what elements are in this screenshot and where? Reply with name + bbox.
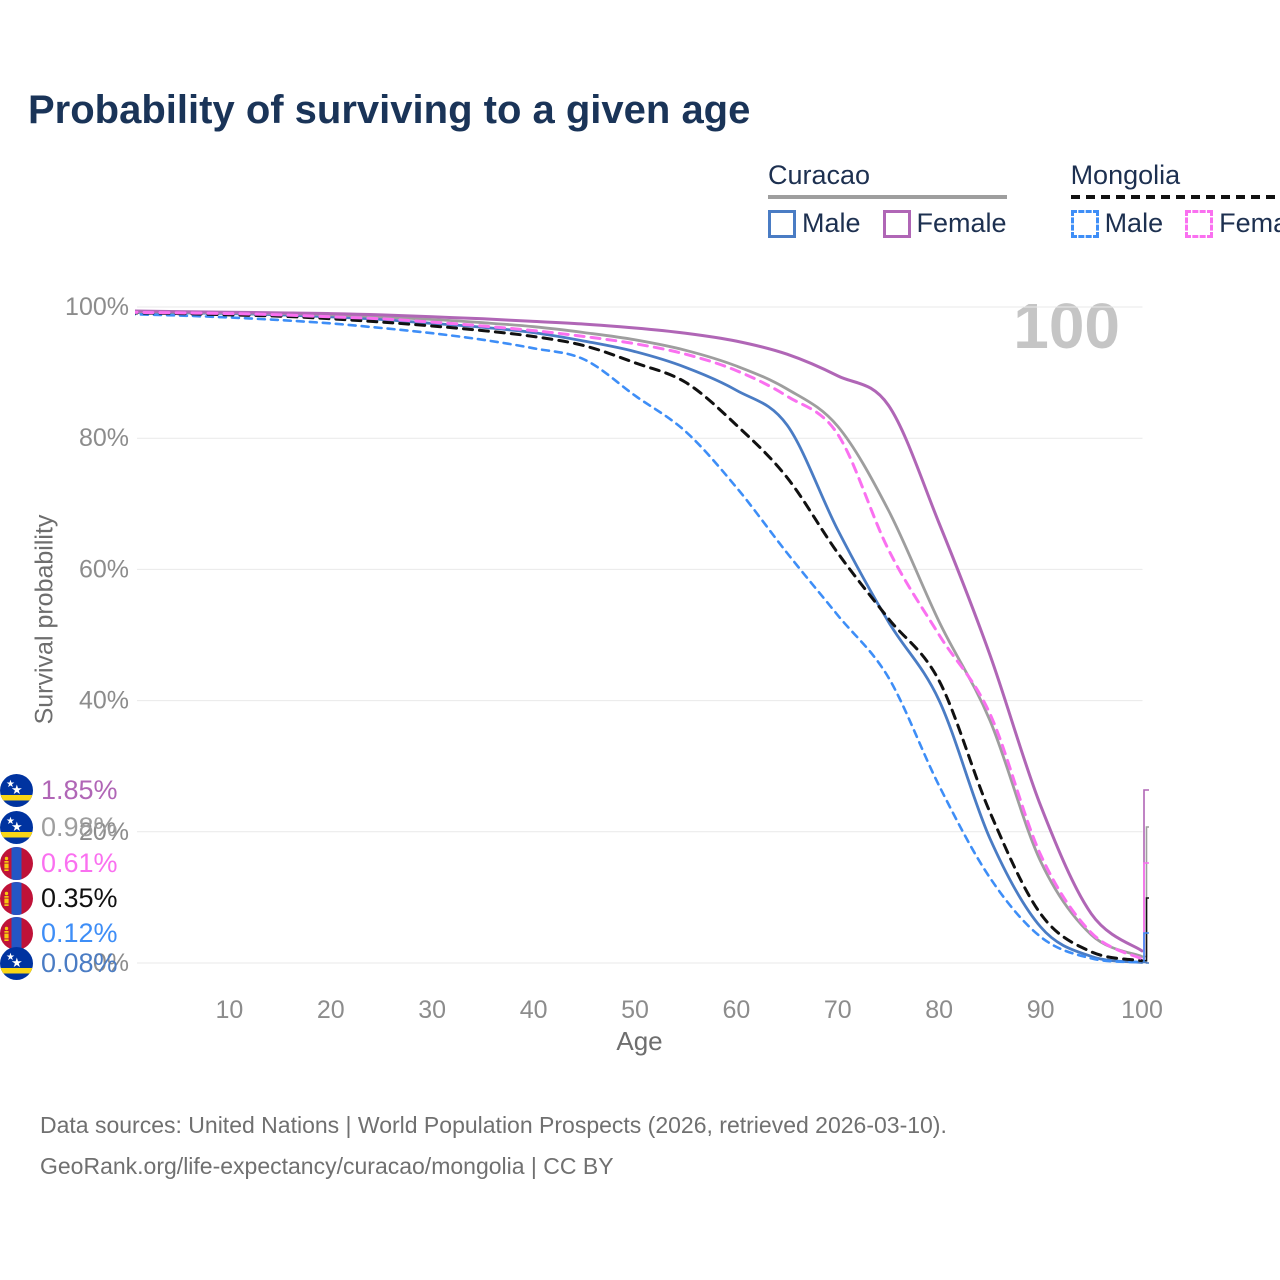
data-sources-line: Data sources: United Nations | World Pop… — [40, 1112, 947, 1138]
end-label-mongolia-male: 0.12% — [0, 916, 118, 950]
x-tick-label: 40 — [520, 996, 548, 1024]
x-tick-label: 10 — [215, 996, 243, 1024]
y-tick-label: 0% — [93, 949, 129, 977]
mongolia-male-swatch-icon — [1070, 209, 1099, 238]
series-line-curacao-female[interactable] — [128, 309, 1144, 953]
series-line-mongolia-female[interactable] — [128, 310, 1144, 961]
legend-item-mongolia-female[interactable]: Female — [1185, 208, 1280, 239]
legend-item-mongolia-male[interactable]: Male — [1070, 208, 1164, 239]
x-tick-label: 70 — [824, 996, 852, 1024]
svg-text:★: ★ — [11, 819, 23, 834]
legend-item-label: Male — [802, 208, 861, 238]
end-value-label: 0.98% — [41, 811, 118, 842]
y-axis-title: Survival probability — [30, 514, 59, 725]
series-line-mongolia-male[interactable] — [128, 313, 1144, 964]
legend-country-curacao[interactable]: Curacao — [768, 160, 871, 190]
series-lines — [128, 309, 1144, 964]
legend-item-label: Female — [916, 208, 1007, 238]
svg-text:★: ★ — [11, 782, 23, 797]
curacao-flag-icon: ★ ★ — [0, 773, 33, 807]
mongolia-female-swatch-icon — [1185, 209, 1214, 238]
mongolia-flag-icon — [0, 881, 33, 915]
end-value-label: 0.08% — [41, 947, 118, 978]
end-value-label: 0.12% — [41, 917, 118, 948]
mongolia-flag-icon — [0, 916, 33, 950]
survival-chart: 0% 20% 40% 60% 80% 100% 10 20 30 40 50 60 70 80 90 100 — [65, 293, 1163, 1024]
svg-text:★: ★ — [6, 952, 15, 963]
curacao-flag-icon: ★ ★ — [0, 946, 33, 980]
end-label-curacao-both: ★ ★ 0.98% — [0, 810, 118, 844]
legend-item-label: Male — [1104, 208, 1164, 238]
curacao-male-swatch-icon — [768, 209, 796, 238]
x-axis-tick-labels: 10 20 30 40 50 60 70 80 90 100 — [215, 996, 1162, 1024]
curacao-flag-icon: ★ ★ — [0, 810, 33, 844]
x-tick-label: 80 — [925, 996, 953, 1024]
x-tick-label: 30 — [418, 996, 446, 1024]
x-tick-label: 90 — [1027, 996, 1055, 1024]
x-tick-label: 60 — [722, 996, 750, 1024]
legend: Curacao Male Female Mongolia Male — [768, 160, 1280, 239]
y-tick-label: 40% — [79, 687, 129, 715]
end-value-label: 1.85% — [41, 774, 118, 805]
series-line-curacao-male[interactable] — [128, 310, 1144, 964]
end-label-connectors — [1142, 789, 1149, 964]
legend-item-curacao-female[interactable]: Female — [882, 208, 1007, 239]
x-tick-label: 50 — [621, 996, 649, 1024]
end-value-label: 0.61% — [41, 847, 118, 878]
x-tick-label: 20 — [317, 996, 345, 1024]
y-axis-tick-labels: 0% 20% 40% 60% 80% 100% — [65, 293, 129, 977]
current-age-watermark: 100 — [1013, 290, 1120, 362]
legend-group-curacao: Curacao Male Female — [768, 160, 1007, 239]
x-axis-title: Age — [616, 1026, 663, 1056]
end-value-label: 0.35% — [41, 882, 118, 913]
attribution-line: GeoRank.org/life-expectancy/curacao/mong… — [40, 1153, 614, 1179]
svg-text:★: ★ — [6, 816, 15, 827]
series-line-mongolia[interactable] — [128, 311, 1144, 963]
legend-country-mongolia[interactable]: Mongolia — [1070, 160, 1181, 190]
mongolia-flag-icon — [0, 846, 33, 880]
y-tick-label: 80% — [79, 424, 129, 452]
end-label-mongolia-female: 0.61% — [0, 846, 118, 880]
y-tick-label: 60% — [79, 555, 129, 583]
legend-group-mongolia: Mongolia Male Female — [1070, 160, 1280, 239]
curacao-female-swatch-icon — [882, 209, 911, 238]
end-label-curacao-female: ★ ★ 1.85% — [0, 773, 118, 807]
end-label-connector — [1142, 961, 1149, 964]
svg-text:★: ★ — [6, 779, 15, 790]
x-tick-label: 100 — [1121, 996, 1163, 1024]
end-label-mongolia-both: 0.35% — [0, 881, 118, 915]
end-label-curacao-male: ★ ★ 0.08% — [0, 946, 118, 980]
gridlines — [137, 306, 1143, 964]
y-tick-label: 20% — [79, 818, 129, 846]
svg-text:★: ★ — [11, 955, 23, 970]
y-tick-label: 100% — [65, 293, 129, 321]
page-title: Probability of surviving to a given age — [28, 88, 751, 132]
legend-item-label: Female — [1219, 208, 1280, 238]
series-line-curacao[interactable] — [128, 310, 1144, 958]
legend-item-curacao-male[interactable]: Male — [768, 208, 861, 239]
footer: Data sources: United Nations | World Pop… — [40, 1105, 947, 1187]
curacao-solid-line-swatch — [768, 195, 1007, 199]
mongolia-dashed-line-swatch — [1070, 195, 1280, 199]
